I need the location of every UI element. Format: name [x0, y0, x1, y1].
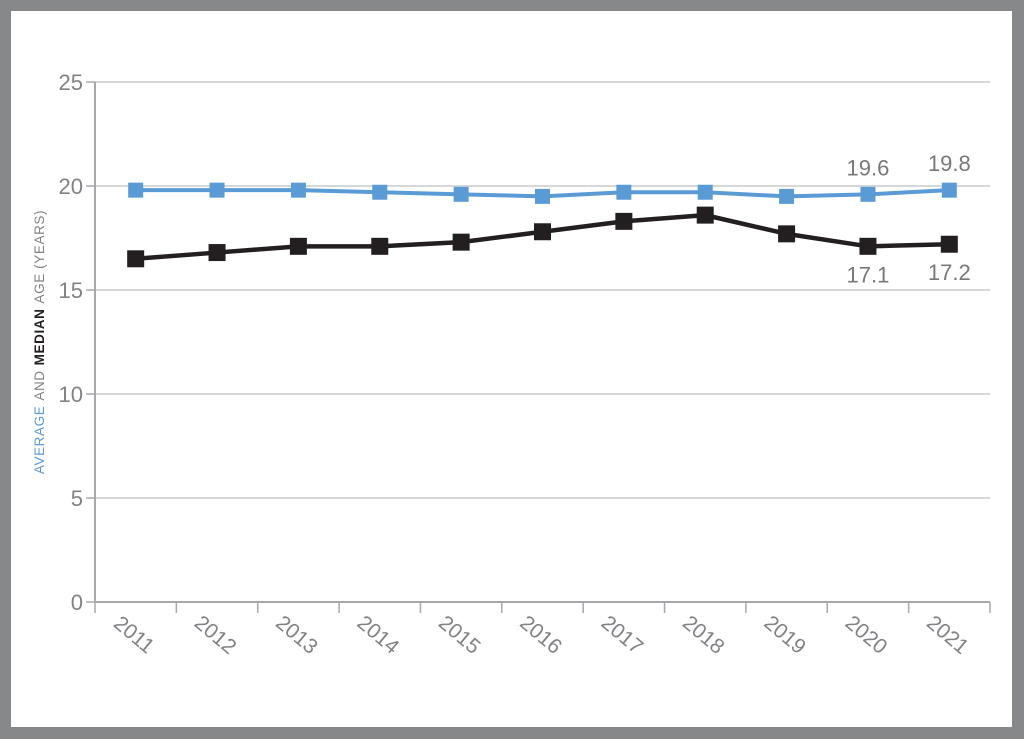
marker-median-2015: [452, 233, 470, 251]
marker-median-2012: [208, 244, 226, 262]
marker-median-2016: [534, 223, 551, 241]
data-series: [127, 182, 958, 268]
marker-average-2021: [941, 182, 957, 198]
marker-average-2018: [697, 184, 713, 200]
y-axis-label: AVERAGE AND MEDIAN AGE (YEARS): [32, 210, 47, 474]
y-tick-label-10: 10: [59, 382, 83, 407]
marker-median-2014: [371, 237, 389, 255]
chart-panel: [11, 11, 1012, 727]
y-tick-label-15: 15: [59, 278, 83, 303]
y-axis-label-part-3: AGE (YEARS): [32, 210, 47, 304]
annotation-average-2021: 19.8: [928, 151, 971, 176]
marker-median-2018: [696, 206, 714, 224]
x-tick-label-2013: 2013: [271, 611, 322, 659]
marker-median-2021: [940, 235, 958, 253]
x-tick-label-2012: 2012: [190, 611, 241, 659]
marker-average-2014: [372, 184, 388, 200]
x-tick-label-2021: 2021: [922, 611, 973, 659]
marker-average-2012: [209, 182, 225, 198]
marker-median-2013: [289, 237, 307, 255]
annotation-median-2020: 17.1: [847, 262, 890, 287]
marker-average-2015: [453, 186, 469, 202]
x-tick-label-2016: 2016: [515, 611, 566, 659]
y-tick-label-0: 0: [71, 590, 83, 615]
marker-median-2011: [127, 250, 145, 268]
marker-median-2017: [615, 212, 633, 230]
x-tick-label-2014: 2014: [353, 611, 404, 659]
annotation-average-2020: 19.6: [847, 155, 890, 180]
gridlines: [86, 81, 990, 603]
marker-average-2011: [128, 182, 144, 198]
x-tick-label-2018: 2018: [678, 611, 729, 659]
marker-average-2019: [779, 188, 795, 204]
marker-average-2013: [290, 182, 306, 198]
x-tick-label-2019: 2019: [759, 611, 810, 659]
x-tick-label-2011: 2011: [109, 612, 158, 659]
marker-median-2020: [859, 237, 877, 255]
marker-average-2016: [535, 188, 550, 204]
y-tick-label-5: 5: [71, 486, 83, 511]
marker-average-2017: [616, 184, 632, 200]
y-axis-label-part-2: MEDIAN: [32, 308, 47, 365]
x-tick-label-2020: 2020: [841, 611, 892, 659]
y-tick-label-25: 25: [59, 70, 83, 95]
y-axis-title: AVERAGE AND MEDIAN AGE (YEARS): [32, 210, 47, 474]
x-tick-label-2015: 2015: [434, 611, 485, 659]
y-axis-label-part-0: AVERAGE: [32, 406, 47, 474]
y-tick-label-20: 20: [59, 174, 83, 199]
annotation-median-2021: 17.2: [928, 260, 971, 285]
axes: [94, 82, 991, 613]
x-tick-label-2017: 2017: [597, 611, 648, 659]
marker-average-2020: [860, 186, 876, 202]
marker-median-2019: [778, 225, 796, 243]
y-axis-label-part-1: AND: [32, 370, 47, 400]
data-annotations: 19.6 19.8 17.1 17.2: [847, 151, 971, 287]
